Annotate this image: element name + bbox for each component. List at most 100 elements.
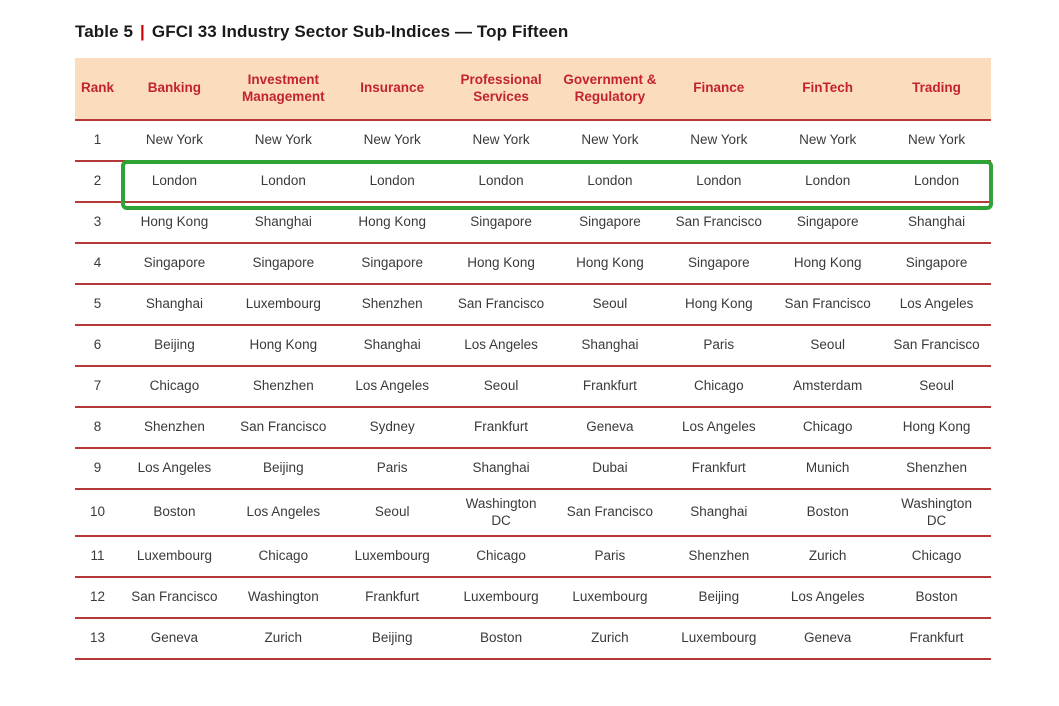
city-cell: Chicago	[911, 548, 962, 564]
city-cell: Seoul	[483, 378, 519, 394]
city-cell: London	[260, 173, 306, 189]
city-cell: New York	[145, 132, 203, 148]
city-cell: Shenzhen	[144, 419, 205, 435]
city-cell: Frankfurt	[582, 378, 637, 394]
city-cell: Frankfurt	[909, 630, 964, 646]
city-cell: Sydney	[369, 419, 415, 435]
city-cell: Frankfurt	[691, 460, 746, 476]
city-cell: Los Angeles	[790, 589, 865, 605]
table-row: 8 Shenzhen San Francisco Sydney Frankfurt Ge…	[75, 407, 991, 448]
city-cell: New York	[908, 132, 966, 148]
table-section: Table 5 | GFCI 33 Industry Sector Sub-Indi…	[75, 20, 993, 660]
table-row: 5 Shanghai Luxembourg Shenzhen San Francisc…	[75, 284, 991, 325]
city-cell: Geneva	[150, 630, 199, 646]
city-cell: Boston	[806, 504, 849, 520]
rank-cell: 12	[89, 589, 106, 605]
city-cell: Shenzhen	[688, 548, 750, 564]
city-cell: Singapore	[361, 255, 423, 271]
header-insurance: Insurance	[360, 80, 425, 96]
city-cell: New York	[799, 132, 857, 148]
header-banking: Banking	[147, 80, 202, 96]
table-header: Rank Banking Investment Management Insur…	[75, 58, 991, 120]
table-row-highlighted: 2 London London London London London London Lo…	[75, 161, 991, 202]
table-row: 4 Singapore Singapore Singapore Hong Kong Ho…	[75, 243, 991, 284]
city-cell: Luxembourg	[136, 548, 212, 564]
city-cell: New York	[363, 132, 421, 148]
table-row: 1 New York New York New York New York New Yo…	[75, 120, 991, 161]
city-cell: Munich	[805, 460, 850, 476]
rank-cell: 8	[93, 419, 102, 435]
table-row: 13 Geneva Zurich Beijing Boston Zurich Luxemb…	[75, 618, 991, 659]
rank-cell: 3	[93, 214, 102, 230]
city-cell: Amsterdam	[793, 378, 863, 394]
city-cell: Singapore	[688, 255, 750, 271]
city-cell: Zurich	[808, 548, 847, 564]
city-cell: Shanghai	[472, 460, 530, 476]
city-cell: Paris	[594, 548, 626, 564]
city-cell: New York	[472, 132, 530, 148]
sector-table: Rank Banking Investment Management Insur…	[75, 58, 991, 660]
city-cell: New York	[690, 132, 748, 148]
rank-cell: 9	[93, 460, 102, 476]
city-cell: Boston	[480, 630, 523, 646]
city-cell: Shenzhen	[361, 296, 423, 312]
rank-cell: 1	[93, 132, 102, 148]
city-cell: Shanghai	[363, 337, 421, 353]
city-cell: Hong Kong	[793, 255, 862, 271]
city-cell: Singapore	[905, 255, 968, 271]
city-cell: Luxembourg	[572, 589, 648, 605]
city-cell: New York	[254, 132, 312, 148]
city-cell: Chicago	[802, 419, 853, 435]
table-wrap: Rank Banking Investment Management Insur…	[75, 58, 993, 660]
rank-cell: 4	[93, 255, 102, 271]
header-finance: Finance	[693, 80, 745, 96]
city-cell: Paris	[376, 460, 408, 476]
header-trading: Trading	[912, 80, 961, 96]
city-cell: Shanghai	[145, 296, 203, 312]
table-title-main: GFCI 33 Industry Sector Sub-Indices — To…	[151, 22, 569, 41]
city-cell: Hong Kong	[249, 337, 318, 353]
table-title-prefix: Table 5	[75, 22, 134, 41]
city-cell: Beijing	[371, 630, 413, 646]
city-cell: Boston	[915, 589, 958, 605]
city-cell: Hong Kong	[358, 214, 426, 230]
table-body: 1 New York New York New York New York New Yo…	[75, 120, 991, 659]
city-cell: Chicago	[476, 548, 526, 564]
city-cell: Singapore	[796, 214, 859, 230]
table-row: 7 Chicago Shenzhen Los Angeles Seoul Frankfu…	[75, 366, 991, 407]
city-cell: San Francisco	[893, 337, 980, 353]
rank-cell: 6	[93, 337, 102, 353]
table-title: Table 5 | GFCI 33 Industry Sector Sub-Indi…	[75, 20, 991, 44]
city-cell: London	[369, 173, 415, 189]
city-cell: Boston	[153, 504, 196, 520]
table-row: 3 Hong Kong Shanghai Hong Kong Singapore Sin…	[75, 202, 991, 243]
city-cell: Seoul	[919, 378, 954, 394]
city-cell: Frankfurt	[474, 419, 529, 435]
city-cell: Frankfurt	[365, 589, 420, 605]
city-cell: San Francisco	[131, 589, 218, 605]
city-cell: San Francisco	[675, 214, 762, 230]
city-cell: Zurich	[591, 630, 629, 646]
city-cell: New York	[581, 132, 639, 148]
city-cell: Los Angeles	[355, 378, 429, 394]
city-cell: Zurich	[264, 630, 303, 646]
city-cell: Los Angeles	[682, 419, 756, 435]
city-cell: Shanghai	[690, 504, 748, 520]
city-cell: Hong Kong	[902, 419, 971, 435]
header-professional-services: Professional Services	[460, 71, 542, 104]
city-cell: Seoul	[374, 504, 410, 520]
city-cell: Beijing	[698, 589, 740, 605]
city-cell: Luxembourg	[354, 548, 430, 564]
title-pipe-separator: |	[140, 22, 145, 41]
city-cell: Luxembourg	[681, 630, 757, 646]
header-fintech: FinTech	[802, 80, 854, 96]
city-cell: Chicago	[694, 378, 744, 394]
city-cell: Los Angeles	[246, 504, 321, 520]
city-cell: Hong Kong	[685, 296, 753, 312]
city-cell: London	[805, 173, 851, 189]
city-cell: Shenzhen	[252, 378, 314, 394]
table-row: 6 Beijing Hong Kong Shanghai Los Angeles Sha…	[75, 325, 991, 366]
city-cell: Chicago	[258, 548, 309, 564]
city-cell: Dubai	[592, 460, 628, 476]
